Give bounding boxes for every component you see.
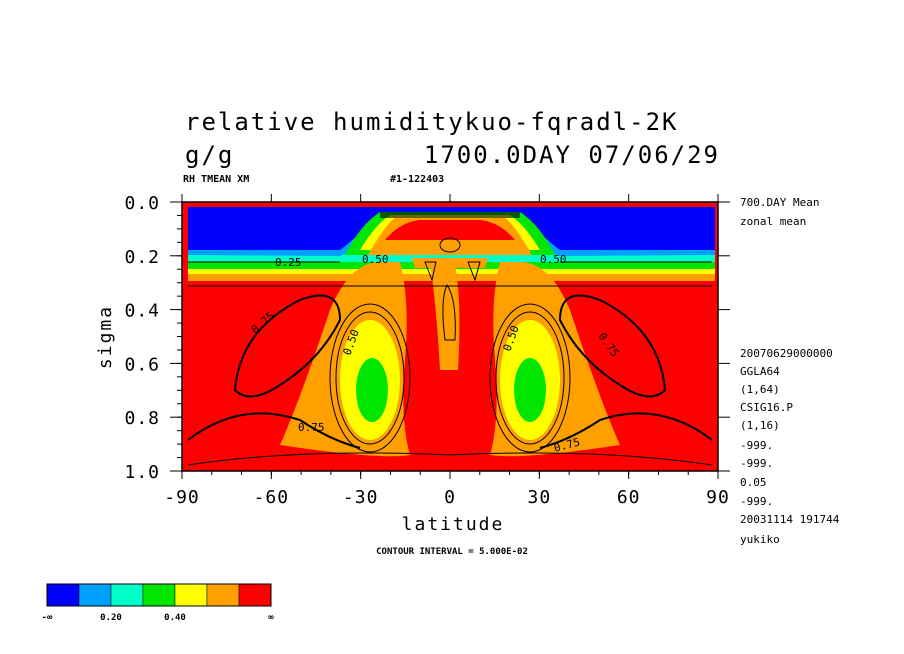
legend-swatch — [238, 583, 272, 607]
side-info-line: 20070629000000 — [740, 347, 833, 360]
contour-interval: CONTOUR INTERVAL = 5.000E-02 — [376, 547, 528, 557]
legend-label: -∞ — [42, 613, 53, 623]
legend-frame — [46, 583, 272, 607]
legend-label: 0.20 — [100, 613, 122, 623]
contour-label: 0.50 — [362, 253, 389, 266]
contour-label: 0.25 — [275, 256, 302, 269]
legend-label: ∞ — [268, 613, 274, 623]
x-tick-label: 0 — [444, 487, 456, 508]
side-info-line: -999. — [740, 439, 773, 452]
legend-swatch — [110, 583, 144, 607]
y-axis-title: sigma — [95, 305, 116, 369]
y-tick-label: 0.6 — [124, 354, 160, 375]
subtitle-right: #1-122403 — [390, 174, 444, 185]
legend: -∞ 0.20 0.40 ∞ — [42, 583, 274, 623]
side-info: 700.DAY Mean zonal mean 20070629000000 GGLA… — [740, 196, 840, 546]
legend-swatch — [142, 583, 176, 607]
x-tick-label: 30 — [527, 487, 551, 508]
time-label: 1700.0DAY 07/06/29 — [424, 141, 720, 169]
units-label: g/g — [185, 141, 234, 169]
legend-swatch — [206, 583, 240, 607]
subtitle-left: RH TMEAN XM — [183, 174, 249, 185]
x-tick-label: -60 — [254, 487, 290, 508]
axes: -90 -60 -30 0 30 60 90 0.0 0.2 0.4 0.6 0.8 1.0 — [124, 193, 730, 508]
legend-swatch — [78, 583, 112, 607]
contour-label: 0.75 — [298, 421, 325, 434]
y-tick-label: 0.0 — [124, 193, 160, 214]
side-info-line: yukiko — [740, 533, 780, 546]
x-tick-label: 60 — [617, 487, 641, 508]
legend-swatch — [174, 583, 208, 607]
y-tick-label: 0.8 — [124, 408, 160, 429]
chart-title: relative humiditykuo-fqradl-2K — [185, 108, 678, 136]
side-info-line: (1,64) — [740, 383, 780, 396]
side-info-line: GGLA64 — [740, 365, 780, 378]
y-tick-label: 0.2 — [124, 247, 160, 268]
legend-swatch — [46, 583, 80, 607]
y-tick-label: 1.0 — [124, 462, 160, 483]
contour-field — [182, 202, 718, 471]
x-tick-label: 90 — [706, 487, 730, 508]
y-tick-label: 0.4 — [124, 301, 160, 322]
side-info-line: 0.05 — [740, 476, 767, 489]
x-tick-label: -90 — [164, 487, 200, 508]
x-axis-title: latitude — [402, 514, 505, 535]
contour-label: 0.50 — [540, 253, 567, 266]
x-tick-label: -30 — [343, 487, 379, 508]
side-info-line: (1,16) — [740, 419, 780, 432]
legend-label: 0.40 — [164, 613, 186, 623]
side-info-line: 700.DAY Mean — [740, 196, 819, 209]
side-info-line: 20031114 191744 — [740, 513, 840, 526]
side-info-line: -999. — [740, 457, 773, 470]
side-info-line: -999. — [740, 495, 773, 508]
side-info-line: CSIG16.P — [740, 401, 793, 414]
side-info-line: zonal mean — [740, 215, 806, 228]
